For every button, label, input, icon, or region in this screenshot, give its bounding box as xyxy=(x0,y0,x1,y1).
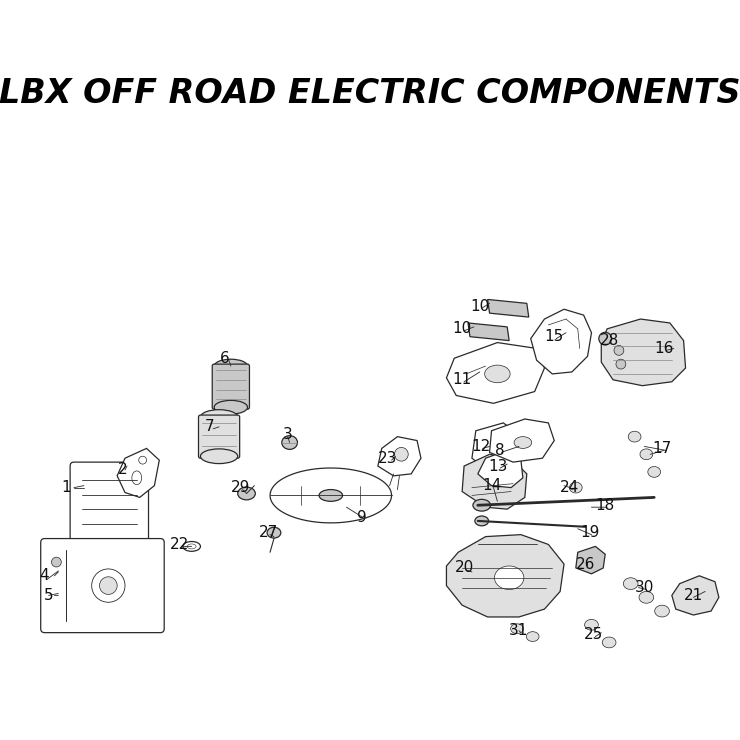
Ellipse shape xyxy=(183,542,201,551)
Polygon shape xyxy=(270,468,391,523)
Text: 10: 10 xyxy=(470,299,489,314)
Ellipse shape xyxy=(639,591,653,603)
Text: 13: 13 xyxy=(488,459,508,474)
Ellipse shape xyxy=(475,516,488,526)
Text: 31: 31 xyxy=(509,623,528,638)
Polygon shape xyxy=(446,343,545,403)
Ellipse shape xyxy=(132,471,141,485)
FancyBboxPatch shape xyxy=(212,364,249,409)
Text: 8: 8 xyxy=(494,443,504,458)
Ellipse shape xyxy=(616,359,626,369)
Text: 4: 4 xyxy=(38,568,49,583)
Polygon shape xyxy=(490,419,554,462)
Text: 9: 9 xyxy=(357,510,367,525)
Ellipse shape xyxy=(599,332,611,345)
Text: 22: 22 xyxy=(170,537,189,552)
Polygon shape xyxy=(478,451,523,488)
Ellipse shape xyxy=(319,490,343,501)
Text: 30: 30 xyxy=(635,580,654,595)
Text: 19: 19 xyxy=(580,525,599,540)
Ellipse shape xyxy=(511,624,523,633)
Polygon shape xyxy=(117,448,159,497)
Ellipse shape xyxy=(214,359,247,373)
Text: 10: 10 xyxy=(452,321,471,337)
Polygon shape xyxy=(472,423,521,470)
Ellipse shape xyxy=(640,449,653,460)
Polygon shape xyxy=(468,323,509,340)
Ellipse shape xyxy=(473,500,491,511)
Polygon shape xyxy=(672,576,719,615)
Ellipse shape xyxy=(214,400,247,414)
Polygon shape xyxy=(446,534,564,617)
Polygon shape xyxy=(488,300,529,317)
Text: 2: 2 xyxy=(118,462,128,477)
Ellipse shape xyxy=(92,569,125,602)
Text: 5: 5 xyxy=(44,588,53,603)
Polygon shape xyxy=(531,309,591,374)
Ellipse shape xyxy=(623,578,638,590)
FancyBboxPatch shape xyxy=(198,415,240,458)
Ellipse shape xyxy=(648,466,661,477)
Ellipse shape xyxy=(614,346,624,355)
Ellipse shape xyxy=(602,637,616,648)
Text: 24: 24 xyxy=(560,480,579,495)
Text: 1: 1 xyxy=(61,480,71,495)
Polygon shape xyxy=(576,546,605,574)
Ellipse shape xyxy=(201,410,238,425)
Text: 26: 26 xyxy=(576,556,595,571)
Ellipse shape xyxy=(655,605,670,617)
Polygon shape xyxy=(602,319,685,386)
Ellipse shape xyxy=(628,431,641,442)
Text: 7: 7 xyxy=(204,420,214,434)
Ellipse shape xyxy=(570,482,582,493)
Text: 3: 3 xyxy=(283,427,292,443)
Ellipse shape xyxy=(138,457,147,464)
Ellipse shape xyxy=(394,448,408,461)
FancyBboxPatch shape xyxy=(70,462,149,556)
Text: 23: 23 xyxy=(378,451,397,465)
Text: 15: 15 xyxy=(545,329,564,344)
Ellipse shape xyxy=(282,436,297,449)
Text: 20: 20 xyxy=(454,560,474,576)
Text: 16: 16 xyxy=(654,341,673,356)
Text: 17: 17 xyxy=(653,441,672,456)
Ellipse shape xyxy=(99,576,117,594)
Text: 28: 28 xyxy=(599,333,619,348)
Text: 25: 25 xyxy=(584,627,603,642)
Text: 12: 12 xyxy=(471,439,491,454)
Text: 27: 27 xyxy=(258,525,278,540)
Ellipse shape xyxy=(485,365,510,383)
Ellipse shape xyxy=(238,487,255,500)
FancyBboxPatch shape xyxy=(41,539,164,633)
Ellipse shape xyxy=(267,528,280,538)
Ellipse shape xyxy=(187,544,196,549)
Text: 29: 29 xyxy=(231,480,250,495)
Text: 11: 11 xyxy=(452,372,471,387)
Polygon shape xyxy=(378,437,421,476)
Text: 18: 18 xyxy=(596,498,615,513)
Ellipse shape xyxy=(201,449,238,463)
Text: 6: 6 xyxy=(220,351,230,366)
Ellipse shape xyxy=(494,566,524,590)
Text: 21: 21 xyxy=(684,588,703,603)
Ellipse shape xyxy=(52,557,61,567)
Ellipse shape xyxy=(514,437,532,448)
Ellipse shape xyxy=(526,632,539,642)
Text: 14: 14 xyxy=(482,478,501,493)
Ellipse shape xyxy=(585,619,599,630)
Text: LBX OFF ROAD ELECTRIC COMPONENTS: LBX OFF ROAD ELECTRIC COMPONENTS xyxy=(0,77,740,110)
Polygon shape xyxy=(462,454,527,509)
